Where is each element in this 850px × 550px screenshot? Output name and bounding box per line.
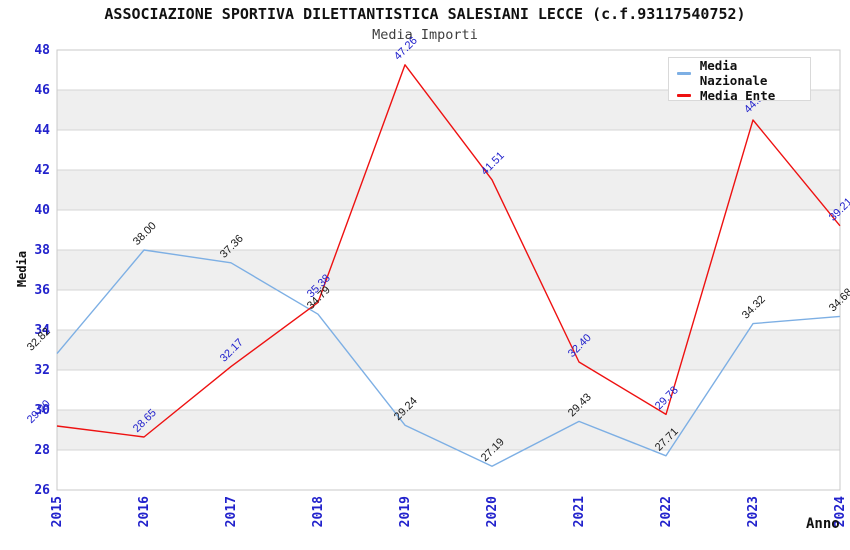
y-tick-label: 28: [34, 443, 50, 458]
x-axis-title: Anno: [806, 516, 840, 532]
x-tick-label: 2016: [137, 496, 152, 527]
y-tick-label: 34: [34, 323, 50, 338]
plot-border: [56, 49, 841, 491]
x-tick-label: 2015: [50, 496, 65, 527]
y-tick-label: 32: [34, 363, 50, 378]
legend-label-media-ente: Media Ente: [700, 88, 776, 103]
data-label-media-nazionale: 38.00: [131, 220, 159, 248]
legend-item-media-ente: Media Ente: [677, 88, 810, 103]
x-tick-label: 2022: [659, 496, 674, 527]
y-axis-title: Media: [15, 250, 29, 288]
grid-band: [57, 330, 840, 370]
x-tick-label: 2017: [224, 496, 239, 527]
page-title: ASSOCIAZIONE SPORTIVA DILETTANTISTICA SA…: [104, 5, 746, 23]
x-tick-label: 2023: [746, 496, 761, 527]
x-tick-label: 2019: [398, 496, 413, 527]
y-tick-label: 26: [34, 483, 50, 498]
media-nazionale-line-swatch-icon: [677, 71, 691, 75]
y-tick-label: 38: [34, 243, 50, 258]
legend-item-media-nazionale: Media Nazionale: [677, 58, 810, 88]
y-tick-label: 36: [34, 283, 50, 298]
x-tick-label: 2018: [311, 496, 326, 527]
x-tick-label: 2020: [485, 496, 500, 527]
series-line-media-nazionale: [56, 249, 841, 467]
media-ente-line-swatch-icon: [677, 94, 691, 97]
y-tick-label: 40: [34, 203, 50, 218]
data-label-media-nazionale: 34.32: [740, 294, 768, 322]
y-tick-label: 44: [34, 123, 50, 138]
grid-band: [57, 250, 840, 290]
y-tick-label: 46: [34, 83, 50, 98]
x-tick-label: 2024: [833, 496, 848, 527]
x-tick-label: 2021: [572, 496, 587, 527]
chart-subtitle: Media Importi: [372, 27, 478, 43]
series-line-media-ente: [56, 64, 841, 438]
data-label-media-ente: 47.26: [392, 35, 420, 63]
legend-label-media-nazionale: Media Nazionale: [699, 58, 768, 88]
grid-band: [57, 170, 840, 210]
legend: Media Nazionale Media Ente: [668, 57, 811, 103]
y-tick-label: 42: [34, 163, 50, 178]
y-tick-label: 30: [34, 403, 50, 418]
y-tick-label: 48: [34, 43, 50, 58]
data-label-media-ente: 29.78: [653, 384, 681, 412]
grid-band: [57, 410, 840, 450]
